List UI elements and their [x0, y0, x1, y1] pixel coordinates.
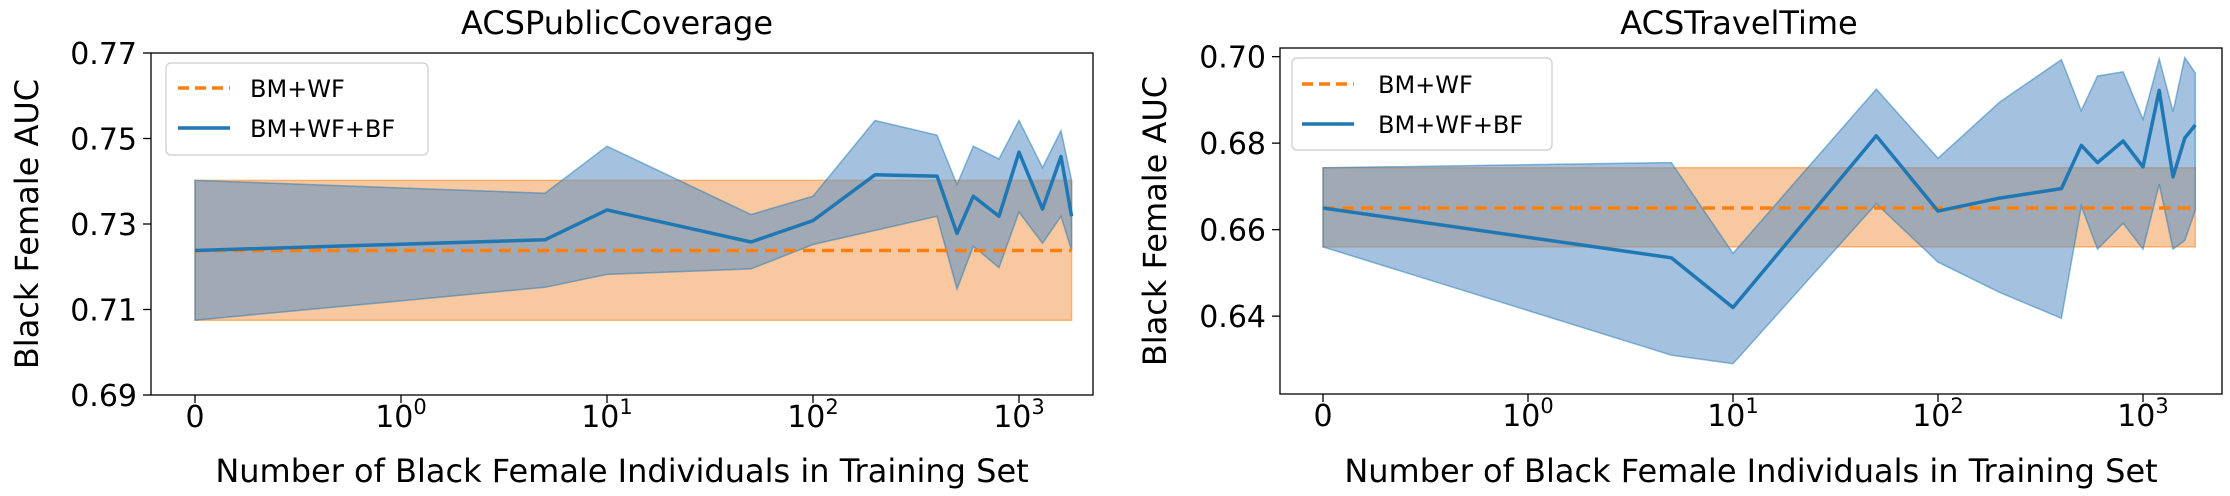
- y-tick-label: 0.64: [1199, 300, 1266, 335]
- chart-title: ACSTravelTime: [1620, 4, 1857, 42]
- y-axis-title: Black Female AUC: [1136, 76, 1174, 366]
- legend: BM+WF BM+WF+BF: [1291, 57, 1553, 151]
- legend: BM+WF BM+WF+BF: [165, 62, 429, 156]
- x-tick-label: 103: [2117, 394, 2169, 434]
- y-tick-label: 0.71: [70, 294, 137, 329]
- chart-panel-travel-time: ACSTravelTime 0.64 0.66 0.68 0.70 0 100 101 10…: [1136, 4, 2223, 490]
- series-lines: [1322, 88, 2197, 310]
- legend-label-bm-wf-bf: BM+WF+BF: [1378, 111, 1523, 139]
- x-axis: 0 100 101 102 103: [1313, 394, 2169, 434]
- x-axis-title: Number of Black Female Individuals in Tr…: [215, 452, 1028, 490]
- chart-panel-public-coverage: ACSPublicCoverage 0.69 0.71 0.73 0.75 0.77 0…: [8, 4, 1094, 490]
- x-axis: 0 100 101 102 103: [185, 395, 1045, 435]
- y-axis: 0.69 0.71 0.73 0.75 0.77: [70, 37, 151, 414]
- series-line-bm-wf-bf: [194, 150, 1074, 253]
- series-lines: [194, 150, 1074, 253]
- legend-box: [165, 62, 429, 156]
- y-tick-label: 0.66: [1199, 214, 1266, 249]
- x-tick-label: 101: [581, 395, 633, 435]
- y-tick-label: 0.77: [70, 37, 137, 72]
- y-tick-label: 0.70: [1199, 41, 1266, 76]
- y-axis: 0.64 0.66 0.68 0.70: [1199, 41, 1280, 335]
- legend-box: [1291, 57, 1553, 151]
- chart-title: ACSPublicCoverage: [461, 4, 773, 42]
- plot-frame: [1279, 47, 2223, 395]
- x-tick-label: 100: [375, 395, 427, 435]
- band-bm-wf-bf: [1322, 55, 2197, 365]
- x-tick-label: 103: [993, 395, 1045, 435]
- y-axis-title: Black Female AUC: [8, 79, 46, 369]
- y-tick-label: 0.75: [70, 123, 137, 158]
- legend-label-bm-wf: BM+WF: [250, 75, 345, 103]
- y-tick-label: 0.68: [1199, 127, 1266, 162]
- x-tick-label: 101: [1707, 394, 1759, 434]
- y-tick-label: 0.69: [70, 379, 137, 414]
- series-line-bm-wf-bf: [1322, 88, 2197, 310]
- x-tick-label: 102: [787, 395, 839, 435]
- x-axis-title: Number of Black Female Individuals in Tr…: [1344, 452, 2157, 490]
- x-tick-label: 102: [1912, 394, 1964, 434]
- legend-label-bm-wf: BM+WF: [1378, 71, 1473, 99]
- x-tick-label: 0: [1313, 399, 1332, 434]
- legend-label-bm-wf-bf: BM+WF+BF: [250, 115, 395, 143]
- y-tick-label: 0.73: [70, 208, 137, 243]
- x-tick-label: 0: [185, 400, 204, 435]
- x-tick-label: 100: [1502, 394, 1554, 434]
